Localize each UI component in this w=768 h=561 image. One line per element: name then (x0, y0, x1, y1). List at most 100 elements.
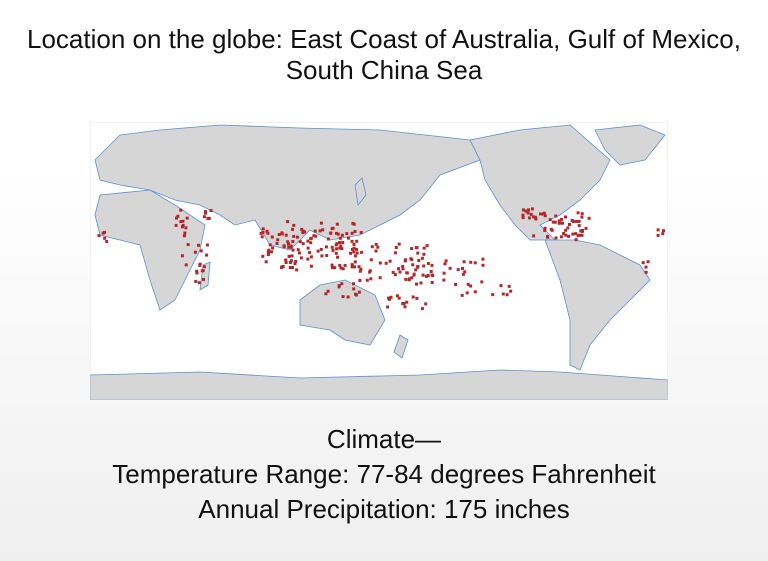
cyclone-point (548, 218, 552, 222)
cyclone-point (280, 231, 284, 235)
cyclone-point (374, 249, 378, 253)
cyclone-point (391, 270, 395, 274)
cyclone-point (410, 258, 414, 262)
cyclone-point (179, 208, 183, 212)
cyclone-point (309, 255, 313, 259)
cyclone-point (203, 211, 207, 215)
cyclone-point (554, 214, 558, 218)
cyclone-point (416, 251, 420, 255)
cyclone-point (360, 250, 364, 254)
cyclone-point (309, 241, 313, 245)
cyclone-point (404, 277, 408, 281)
cyclone-point (349, 251, 352, 255)
cyclone-point (564, 215, 567, 219)
cyclone-point (463, 270, 467, 274)
cyclone-point (425, 244, 429, 248)
cyclone-point (407, 278, 411, 282)
cyclone-point (347, 236, 350, 240)
cyclone-point (292, 234, 296, 238)
cyclone-point (405, 271, 409, 275)
cyclone-point (339, 244, 343, 248)
cyclone-point (299, 256, 303, 260)
cyclone-point (309, 237, 313, 241)
cyclone-point (353, 265, 356, 269)
cyclone-point (527, 216, 531, 220)
cyclone-point (422, 252, 426, 256)
cyclone-point (424, 274, 428, 278)
cyclone-point (329, 231, 333, 235)
cyclone-point (101, 231, 105, 235)
cyclone-point (286, 220, 290, 224)
cyclone-point (313, 229, 317, 233)
cyclone-point (335, 242, 339, 246)
australia (299, 279, 386, 346)
cyclone-point (429, 270, 433, 273)
cyclone-point (461, 266, 464, 270)
cyclone-point (543, 214, 547, 218)
cyclone-point (369, 277, 373, 281)
cyclone-point (410, 247, 414, 251)
cyclone-point (550, 228, 554, 232)
cyclone-point (534, 217, 538, 221)
cyclone-point (524, 209, 528, 213)
cyclone-point (186, 243, 190, 247)
cyclone-point (343, 263, 347, 267)
cyclone-point (529, 212, 533, 216)
cyclone-point (271, 246, 275, 250)
cyclone-point (564, 233, 568, 237)
cyclone-point (359, 231, 363, 234)
cyclone-point (561, 221, 564, 225)
eurasia (94, 124, 481, 251)
cyclone-point (295, 235, 299, 239)
cyclone-point (324, 292, 328, 296)
cyclone-point (291, 240, 295, 243)
cyclone-point (644, 270, 648, 274)
cyclone-point (480, 280, 484, 284)
cyclone-point (261, 230, 265, 234)
cyclone-point (404, 258, 408, 262)
cyclone-point (333, 266, 337, 270)
cyclone-point (350, 265, 354, 269)
cyclone-point (180, 225, 184, 229)
cyclone-point (579, 229, 583, 233)
cyclone-point (340, 282, 344, 286)
cyclone-point (415, 282, 418, 286)
cyclone-point (574, 238, 578, 242)
cyclone-point (202, 277, 205, 281)
cyclone-point (557, 219, 561, 223)
cyclone-point (358, 279, 362, 282)
cyclone-point (261, 227, 265, 231)
cyclone-point (460, 293, 464, 297)
cyclone-point (174, 223, 178, 227)
cyclone-point (411, 295, 415, 299)
cyclone-point (281, 265, 285, 268)
cyclone-point (580, 215, 584, 219)
cyclone-point (320, 254, 324, 258)
cyclone-point (443, 262, 447, 266)
cyclone-point (388, 259, 392, 263)
cyclone-point (306, 239, 310, 243)
cyclone-point (417, 259, 421, 262)
cyclone-point (331, 248, 335, 252)
cyclone-point (337, 284, 341, 288)
cyclone-point (558, 221, 562, 225)
cyclone-point (580, 212, 584, 216)
cyclone-point (521, 208, 525, 212)
cyclone-point (288, 261, 292, 264)
cyclone-point (197, 243, 201, 247)
cyclone-point (321, 228, 325, 232)
cyclone-point (105, 240, 109, 243)
cyclone-point (336, 232, 340, 236)
cyclone-point (286, 240, 290, 244)
cyclone-point (287, 245, 291, 249)
cyclone-point (430, 273, 434, 277)
cyclone-point (180, 254, 184, 258)
cyclone-point (442, 278, 446, 282)
cyclone-point (201, 269, 205, 273)
cyclone-point (309, 264, 313, 268)
cyclone-point (184, 226, 188, 230)
cyclone-point (184, 263, 188, 267)
cyclone-point (199, 249, 203, 253)
cyclone-point (209, 209, 213, 212)
cyclone-point (270, 235, 274, 239)
